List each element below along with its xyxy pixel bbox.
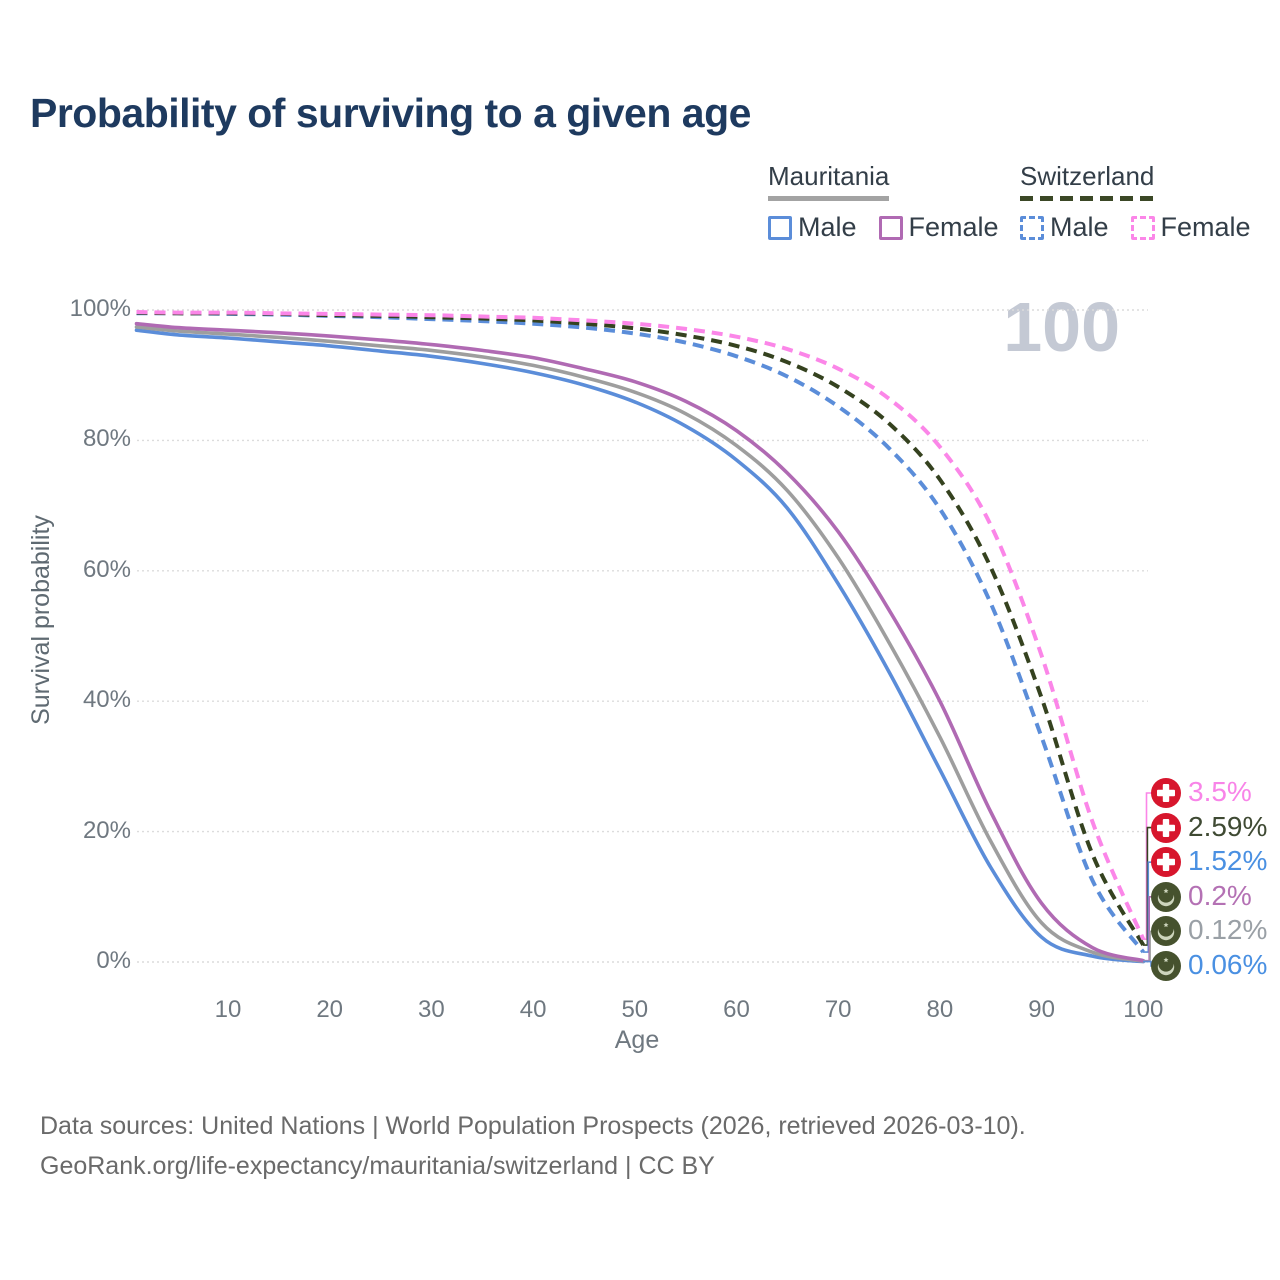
curve-mauritania-female (134, 321, 1146, 963)
x-axis-tick-label: 30 (418, 996, 445, 1023)
legend-linestyle-sample-solid (768, 196, 890, 201)
x-axis-title: Age (614, 1026, 660, 1054)
end-value-label-switzerland-both-sexes: 2.59% (1188, 810, 1268, 842)
legend-group-mauritania: Mauritania Male Female (768, 161, 1021, 243)
x-axis-tick-label: 10 (214, 996, 242, 1023)
x-axis-tick-label: 70 (824, 996, 852, 1023)
end-value-label-mauritania-female: 0.2% (1188, 879, 1252, 911)
x-axis-tick-label: 100 (1123, 996, 1164, 1023)
y-axis-tick-label: 100% (69, 295, 131, 322)
page-title: Probability of surviving to a given age (30, 90, 751, 136)
y-axis-tick-label: 40% (82, 686, 131, 714)
legend-country-label: Switzerland (1020, 161, 1155, 191)
footer: Data sources: United Nations | World Pop… (40, 1106, 1026, 1186)
mauritania-flag-icon (1151, 951, 1181, 981)
end-value-label-switzerland-female: 3.5% (1188, 776, 1252, 807)
x-axis-tick-label: 40 (519, 996, 547, 1023)
end-value-label-mauritania-both-sexes: 0.12% (1188, 914, 1268, 946)
legend-item-label: Female (1160, 212, 1251, 242)
curve-switzerland-female (136, 310, 1146, 940)
legend-item-mauritania-female[interactable]: Female (878, 212, 999, 243)
end-value-label-mauritania-male: 0.06% (1188, 949, 1268, 980)
x-axis-tick-label: 60 (723, 996, 750, 1023)
mauritania-flag-icon (1151, 881, 1181, 912)
y-axis-tick-label: 80% (82, 425, 131, 453)
y-axis-tick-label: 60% (82, 555, 131, 583)
end-value-label-switzerland-male: 1.52% (1188, 845, 1268, 877)
x-axis-tick-label: 80 (926, 996, 954, 1023)
legend-swatch-dashed[interactable] (1020, 215, 1044, 240)
y-axis-title: Survival probability (27, 515, 55, 725)
y-axis-tick-label: 20% (82, 816, 131, 844)
legend-item-switzerland-female[interactable]: Female (1130, 212, 1251, 243)
curve-mauritania-male (134, 328, 1146, 964)
legend-item-label: Female (908, 212, 999, 242)
y-axis-tick-label: 0% (96, 947, 131, 974)
switzerland-flag-icon (1151, 812, 1181, 843)
legend-swatch-solid[interactable] (878, 215, 903, 240)
legend-group-switzerland: Switzerland Male Female (1020, 161, 1273, 243)
legend-item-label: Male (798, 212, 857, 242)
x-axis-tick-label: 50 (621, 996, 649, 1023)
legend-item-switzerland-male[interactable]: Male (1020, 212, 1109, 243)
mauritania-flag-icon (1151, 916, 1181, 947)
footer-data-sources: Data sources: United Nations | World Pop… (40, 1112, 1026, 1140)
switzerland-flag-icon (1151, 778, 1181, 808)
legend-item-mauritania-male[interactable]: Male (768, 212, 857, 243)
legend-country-label: Mauritania (768, 161, 890, 191)
legend-swatch-dashed[interactable] (1130, 215, 1155, 240)
x-axis-tick-label: 90 (1028, 996, 1055, 1023)
switzerland-flag-icon (1151, 847, 1181, 878)
legend-linestyle-sample-dashed (1020, 196, 1155, 201)
legend-swatch-solid[interactable] (768, 215, 792, 240)
curve-switzerland-male (136, 311, 1145, 954)
legend-item-label: Male (1050, 212, 1109, 242)
curve-switzerland-both-sexes (136, 310, 1146, 947)
curve-mauritania-both-sexes (134, 325, 1146, 963)
footer-attribution: GeoRank.org/life-expectancy/mauritania/s… (40, 1152, 715, 1180)
age-100-watermark: 100 (1003, 288, 1120, 366)
x-axis-tick-label: 20 (316, 996, 344, 1023)
